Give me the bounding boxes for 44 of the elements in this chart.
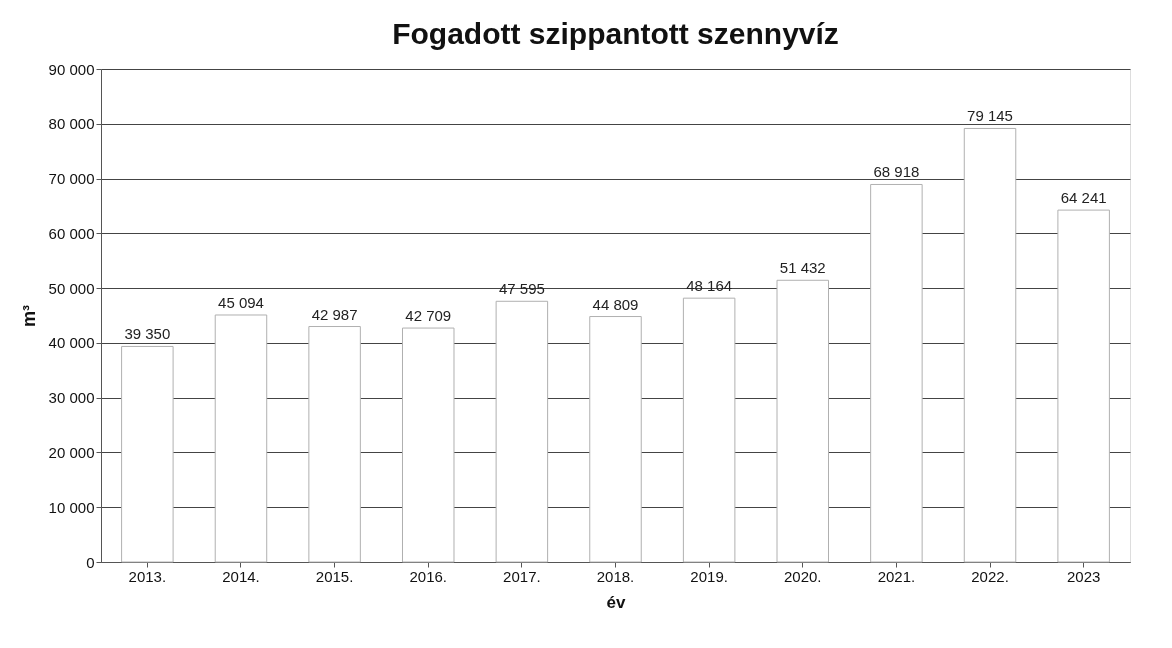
- y-tick-label: 50 000: [48, 279, 95, 297]
- y-tick-label: 80 000: [48, 115, 95, 133]
- y-tick-label: 60 000: [48, 224, 95, 242]
- x-tick-label: 2020.: [783, 567, 822, 585]
- data-label: 51 432: [779, 259, 826, 277]
- x-tick-label: 2021.: [877, 567, 916, 585]
- x-tick-label: 2023: [1066, 567, 1101, 585]
- y-tick-label: 90 000: [48, 60, 95, 78]
- x-tick-label: 2014.: [222, 567, 260, 585]
- data-label: 39 350: [124, 325, 171, 343]
- x-tick-label: 2016.: [409, 567, 448, 585]
- y-tick-label: 70 000: [48, 170, 95, 188]
- x-tick-label: 2013.: [128, 567, 167, 585]
- chart-title: Fogadott szippantott szennyvíz: [392, 17, 839, 50]
- x-tick-label: 2015.: [315, 567, 354, 585]
- y-tick-label: 10 000: [48, 498, 95, 516]
- y-axis-title: m³: [18, 305, 39, 327]
- data-label: 68 918: [873, 163, 920, 181]
- data-label: 64 241: [1060, 189, 1107, 207]
- y-tick-label: 40 000: [48, 334, 95, 352]
- y-tick-label: 20 000: [48, 443, 95, 461]
- x-tick-label: 2018.: [596, 567, 635, 585]
- data-label: 45 094: [218, 293, 264, 311]
- bar: [308, 326, 361, 563]
- bar: [776, 279, 830, 563]
- y-tick-label: 0: [86, 553, 95, 571]
- x-axis-title: év: [606, 592, 626, 612]
- x-tick-label: 2017.: [503, 567, 541, 585]
- bar: [401, 327, 455, 563]
- bar: [870, 183, 923, 563]
- bar: [1057, 209, 1110, 563]
- x-tick-label: 2022.: [971, 567, 1009, 585]
- bar: [495, 300, 549, 563]
- y-tick-label: 30 000: [48, 389, 95, 407]
- data-label: 44 809: [592, 295, 639, 313]
- bar: [589, 316, 642, 563]
- x-tick-label: 2019.: [690, 567, 728, 585]
- bar: [121, 345, 174, 563]
- data-label: 79 145: [967, 107, 1013, 125]
- bar: [214, 314, 268, 563]
- data-label: 42 987: [311, 305, 358, 323]
- bar: [682, 297, 736, 563]
- bar: [963, 127, 1017, 563]
- data-label: 42 709: [405, 307, 452, 325]
